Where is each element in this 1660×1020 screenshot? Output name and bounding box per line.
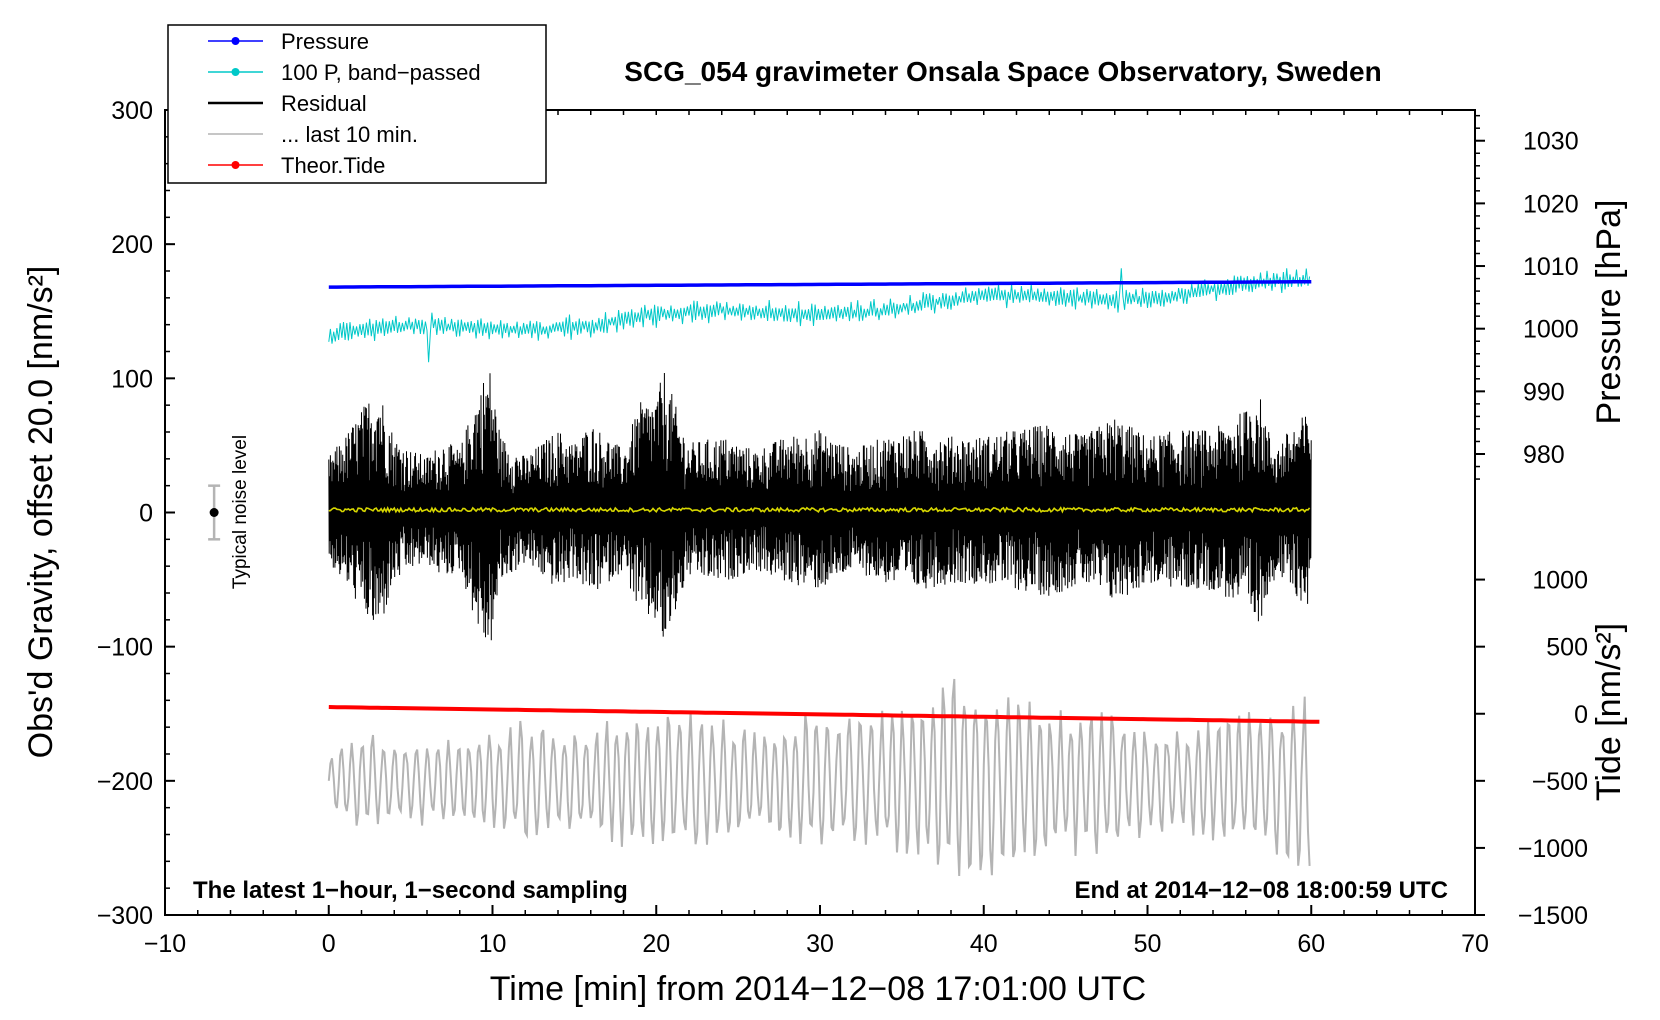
legend-marker bbox=[231, 161, 240, 169]
legend-label: ... last 10 min. bbox=[281, 122, 418, 147]
tide-axis-label: Tide [nm/s²] bbox=[1590, 623, 1628, 801]
y-tick-label: 300 bbox=[111, 97, 153, 125]
tide-tick-label: −1000 bbox=[1518, 835, 1588, 863]
pressure-axis-ticks: 980 990 1000 1010 1020 1030 bbox=[1475, 114, 1579, 480]
legend-entries: Pressure 100 P, band−passed Residual ... la… bbox=[208, 29, 481, 178]
series-group bbox=[327, 268, 1320, 877]
annotation-sampling: The latest 1−hour, 1−second sampling bbox=[193, 877, 628, 904]
series-pressure bbox=[328, 279, 1312, 289]
y-tick-label: 200 bbox=[111, 231, 153, 259]
pressure-tick-label: 1020 bbox=[1523, 190, 1579, 218]
chart-title: SCG_054 gravimeter Onsala Space Observat… bbox=[624, 56, 1381, 87]
annotation-noise: Typical noise level bbox=[230, 435, 251, 589]
noise-level-marker bbox=[208, 484, 221, 541]
pressure-tick-label: 990 bbox=[1523, 378, 1565, 406]
x-tick-label: −10 bbox=[144, 930, 186, 958]
x-axis-ticks: −10 0 10 20 30 40 50 60 70 bbox=[144, 110, 1489, 958]
series-band-passed-pressure bbox=[328, 268, 1311, 363]
annotation-end-time: End at 2014−12−08 18:00:59 UTC bbox=[1074, 877, 1448, 904]
x-tick-label: 0 bbox=[322, 930, 336, 958]
series-theor-tide bbox=[328, 705, 1320, 724]
x-tick-label: 10 bbox=[479, 930, 507, 958]
series-residual-smooth bbox=[328, 506, 1311, 514]
x-tick-label: 30 bbox=[806, 930, 834, 958]
noise-dot bbox=[209, 508, 219, 517]
legend-label: Theor.Tide bbox=[281, 153, 385, 178]
x-axis-label: Time [min] from 2014−12−08 17:01:00 UTC bbox=[490, 970, 1146, 1008]
y-tick-label: −300 bbox=[97, 902, 153, 930]
y-tick-label: −200 bbox=[97, 768, 153, 796]
legend-marker bbox=[231, 37, 240, 45]
y-axis-label-left: Obs'd Gravity, offset 20.0 [nm/s²] bbox=[22, 266, 60, 759]
tide-tick-label: −1500 bbox=[1518, 902, 1588, 930]
pressure-tick-label: 1000 bbox=[1523, 316, 1579, 344]
tide-axis-ticks: −1500 −1000 −500 0 500 1000 bbox=[1475, 567, 1588, 930]
y-tick-label: 100 bbox=[111, 365, 153, 393]
legend: Pressure 100 P, band−passed Residual ... la… bbox=[167, 24, 547, 184]
x-tick-label: 70 bbox=[1461, 930, 1489, 958]
tide-tick-label: 1000 bbox=[1532, 567, 1588, 595]
y-tick-label: 0 bbox=[139, 500, 153, 528]
tide-tick-label: 500 bbox=[1546, 634, 1588, 662]
x-tick-label: 20 bbox=[642, 930, 670, 958]
series-residual bbox=[328, 372, 1312, 641]
pressure-tick-label: 1010 bbox=[1523, 253, 1579, 281]
legend-label: 100 P, band−passed bbox=[281, 60, 481, 85]
pressure-axis-label: Pressure [hPa] bbox=[1590, 200, 1628, 425]
tide-tick-label: 0 bbox=[1574, 701, 1588, 729]
x-tick-label: 40 bbox=[970, 930, 998, 958]
y-axis-ticks: −300 −200 −100 0 100 200 300 bbox=[97, 97, 175, 930]
legend-marker bbox=[231, 68, 240, 76]
pressure-tick-label: 980 bbox=[1523, 441, 1565, 469]
legend-label: Residual bbox=[281, 91, 367, 116]
legend-label: Pressure bbox=[281, 29, 369, 54]
y-tick-label: −100 bbox=[97, 634, 153, 662]
tide-tick-label: −500 bbox=[1532, 768, 1588, 796]
x-tick-label: 50 bbox=[1134, 930, 1162, 958]
pressure-tick-label: 1030 bbox=[1523, 128, 1579, 156]
series-last-10-min bbox=[327, 678, 1311, 877]
x-tick-label: 60 bbox=[1297, 930, 1325, 958]
